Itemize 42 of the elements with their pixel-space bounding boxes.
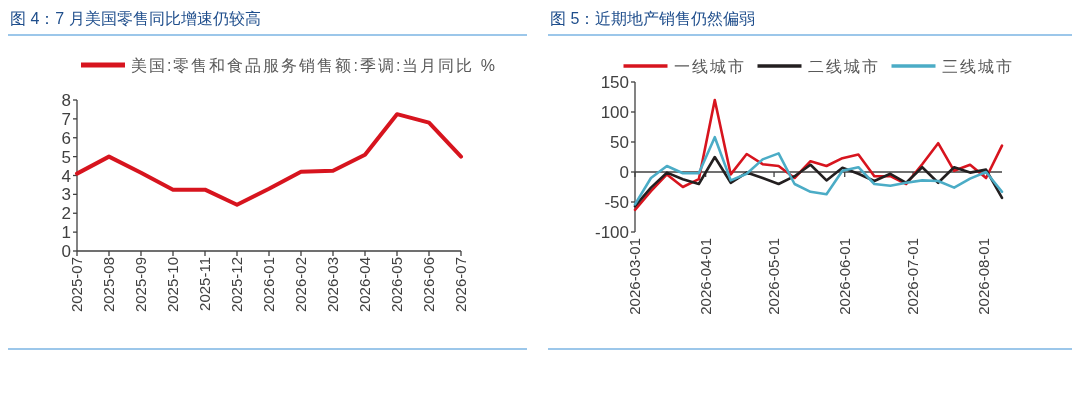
- x-tick-label: 2026-03-01: [626, 238, 643, 315]
- x-tick-label: 2026-05-01: [765, 238, 783, 315]
- x-tick-label: 2025-12: [228, 257, 245, 313]
- y-tick-label: 4: [61, 166, 71, 186]
- x-tick-label: 2026-01: [260, 257, 277, 313]
- x-tick-label: 2026-04-01: [696, 238, 714, 315]
- x-tick-label: 2026-02: [292, 257, 309, 313]
- line-series: [75, 112, 463, 207]
- y-tick-label: 50: [610, 133, 629, 152]
- x-tick-label: 2026-08-01: [974, 238, 992, 315]
- y-tick-label: 8: [61, 91, 71, 110]
- y-tick-label: 6: [61, 128, 71, 148]
- x-tick-label: 2025-11: [196, 257, 213, 311]
- x-tick-label: 2026-03: [324, 257, 341, 313]
- x-tick-label: 2026-07-01: [904, 238, 922, 315]
- line-series: [633, 135, 1004, 206]
- y-tick-label: 7: [61, 109, 71, 129]
- y-tick-label: 150: [600, 73, 629, 92]
- chart-title: 图 4：7 月美国零售同比增速仍较高: [10, 10, 261, 27]
- legend-label: 三线城市: [941, 58, 1014, 75]
- x-tick-label: 2026-07: [452, 257, 469, 313]
- y-tick-label: 1: [61, 223, 71, 243]
- y-tick-label: -100: [594, 223, 629, 242]
- y-tick-label: -50: [604, 193, 629, 212]
- legend-label: 二线城市: [807, 58, 880, 75]
- x-tick-label: 2026-06: [420, 257, 437, 313]
- chart-title: 图 5：近期地产销售仍然偏弱: [550, 10, 756, 27]
- legend-label: 一线城市: [673, 58, 746, 75]
- y-tick-label: 2: [61, 204, 71, 224]
- x-tick-label: 2025-08: [100, 257, 117, 313]
- y-tick-label: 100: [600, 103, 629, 122]
- y-tick-label: 5: [61, 147, 71, 167]
- x-tick-label: 2025-09: [132, 257, 149, 313]
- y-tick-label: 3: [61, 185, 71, 205]
- legend-label: 美国:零售和食品服务销售额:季调:当月同比 %: [130, 57, 498, 74]
- x-tick-label: 2025-10: [164, 257, 181, 313]
- x-tick-label: 2025-07: [68, 257, 85, 313]
- x-tick-label: 2026-05: [388, 257, 405, 313]
- y-tick-label: 0: [61, 242, 71, 261]
- x-tick-label: 2026-04: [356, 257, 373, 313]
- x-tick-label: 2026-06-01: [835, 238, 853, 315]
- y-tick-label: 0: [619, 163, 629, 182]
